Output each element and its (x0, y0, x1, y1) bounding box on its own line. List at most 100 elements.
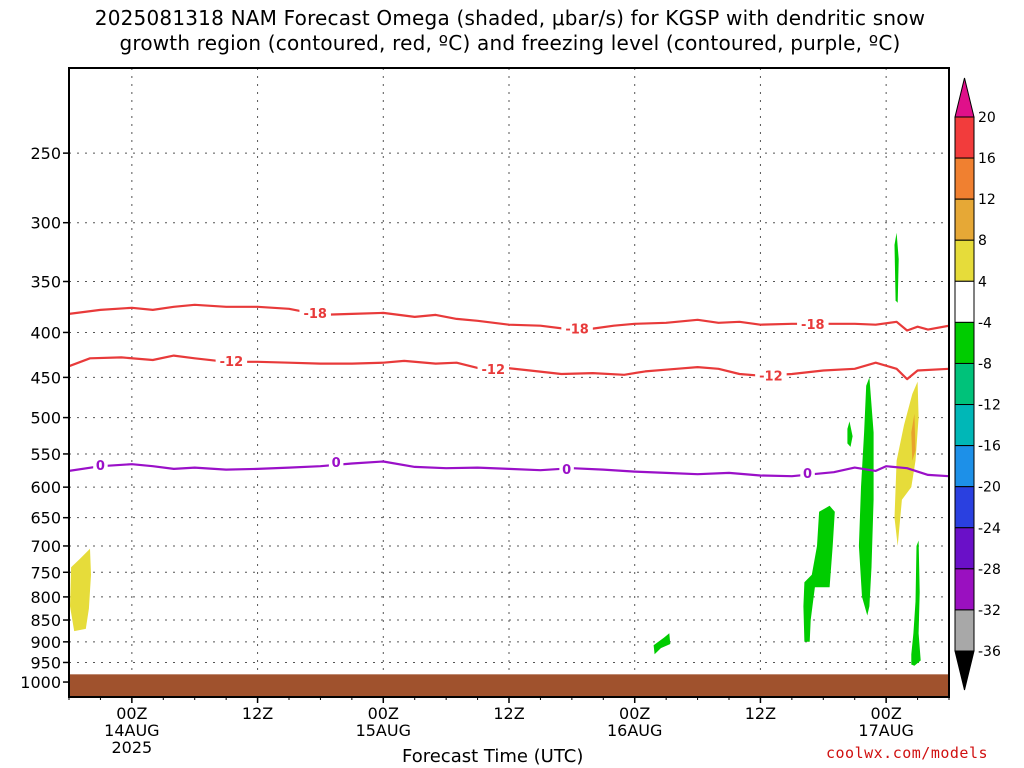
colorbar-bin-11 (954, 568, 975, 611)
colorbar-label: -24 (978, 521, 1001, 537)
contour-label-bg (559, 460, 574, 477)
colorbar-bin-2 (954, 198, 975, 241)
contour-label: -18 (303, 307, 327, 322)
x-tick-sublabel: 16AUG (607, 721, 662, 740)
omega-region-3 (847, 421, 853, 447)
y-tick-label: 350 (30, 273, 61, 292)
omega-region-5 (894, 232, 899, 303)
y-tick-label: 400 (30, 323, 61, 342)
y-tick-label: 1000 (20, 673, 61, 692)
x-tick-label: 00Z (870, 704, 901, 723)
chart-title: 2025081318 NAM Forecast Omega (shaded, μ… (0, 6, 1020, 56)
colorbar-bin-9 (954, 486, 975, 529)
contour-label: 0 (332, 456, 341, 471)
y-tick-label: 450 (30, 368, 61, 387)
colorbar: 20 16 12 8 4 -4 -8 -12 -16 -20 -24 -28 -32 -36 (954, 77, 1001, 691)
colorbar-label: -32 (978, 603, 1001, 619)
credit-text: coolwx.com/models (826, 744, 989, 762)
contour-label: -12 (482, 363, 506, 378)
y-tick-label: 700 (30, 537, 61, 556)
y-tick-label: 850 (30, 611, 61, 630)
ground-fill (69, 674, 949, 697)
omega-region-6 (894, 381, 919, 546)
colorbar-bin-5 (954, 321, 975, 364)
contour-label-bg (477, 360, 510, 377)
x-tick-label: 00Z (116, 704, 147, 723)
contour-label: -12 (759, 370, 783, 385)
colorbar-bin-1 (954, 157, 975, 200)
colorbar-bottom-arrow (954, 650, 975, 691)
y-tick-label: 250 (30, 144, 61, 163)
colorbar-label: 20 (978, 110, 996, 126)
contour-label: 0 (803, 467, 812, 482)
y-tick-label: 650 (30, 509, 61, 528)
contour-label: 0 (96, 459, 105, 474)
y-tick-label: 900 (30, 633, 61, 652)
colorbar-label: 8 (978, 233, 987, 249)
y-tick-label: 500 (30, 409, 61, 428)
omega-region-2 (803, 505, 835, 642)
x-tick-label: 12Z (745, 704, 776, 723)
colorbar-label: -12 (978, 398, 1001, 414)
contour-label-bg (797, 315, 829, 332)
title-line-2: growth region (contoured, red, ºC) and f… (119, 31, 901, 55)
colorbar-bin-3 (954, 239, 975, 282)
title-line-1: 2025081318 NAM Forecast Omega (shaded, μ… (94, 6, 926, 30)
omega-region-8 (911, 540, 921, 666)
y-tick-label: 950 (30, 653, 61, 672)
colorbar-bin-6 (954, 362, 975, 406)
x-tick-sublabel: 15AUG (356, 721, 411, 740)
plot-frame (68, 67, 950, 698)
x-tick-sublabel: 17AUG (858, 721, 913, 740)
contour-label-bg (93, 456, 108, 473)
x-tick-sublabel: 2025 (111, 738, 152, 757)
contour-label: -18 (565, 323, 589, 338)
colorbar-top-arrow (954, 77, 975, 118)
contour-label: -12 (220, 355, 244, 370)
x-axis-label: Forecast Time (UTC) (402, 746, 584, 767)
y-tick-label: 600 (30, 478, 61, 497)
colorbar-label: -4 (978, 315, 992, 331)
contour-line-2 (69, 460, 949, 478)
contour-label: 0 (562, 463, 571, 478)
contour-label-bg (755, 367, 787, 384)
y-tick-label: 800 (30, 588, 61, 607)
y-tick-label: 550 (30, 445, 61, 464)
plot-content: -18 -18 -18 -12 -12 -12 0 0 0 0 (69, 68, 949, 697)
colorbar-bin-8 (954, 445, 975, 488)
y-tick-label: 750 (30, 563, 61, 582)
colorbar-bin-7 (954, 404, 975, 447)
contour-label-bg (561, 320, 593, 337)
colorbar-label: -8 (978, 356, 992, 372)
colorbar-label: -16 (978, 439, 1001, 455)
contour-label-bg (328, 454, 344, 471)
colorbar-label: 4 (978, 274, 987, 290)
x-tick-sublabel: 14AUG (104, 721, 159, 740)
contour-label-bg (800, 464, 815, 481)
colorbar-label: -36 (978, 644, 1001, 660)
colorbar-label: -28 (978, 562, 1001, 578)
colorbar-bin-10 (954, 527, 975, 570)
colorbar-bin-4 (954, 280, 975, 323)
contour-label-bg (299, 304, 331, 321)
y-tick-label: 300 (30, 214, 61, 233)
x-tick-label: 12Z (493, 704, 524, 723)
contour-label: -18 (801, 318, 825, 333)
omega-region-4 (858, 377, 874, 616)
axes: 250 300 350 400 450 500 550 600 650 700 750 800 850 9… (20, 67, 950, 757)
x-tick-label: 00Z (619, 704, 650, 723)
omega-region-1 (653, 633, 671, 655)
colorbar-bin-12 (954, 609, 975, 652)
contour-label-bg (215, 352, 248, 369)
colorbar-bin-0 (954, 116, 975, 159)
colorbar-label: -20 (978, 480, 1001, 496)
omega-region-0 (70, 548, 91, 632)
colorbar-label: 12 (978, 192, 996, 208)
plot-area: -18 -18 -18 -12 -12 -12 0 0 0 0 (69, 68, 949, 697)
omega-region-7 (911, 413, 916, 461)
x-tick-label: 00Z (368, 704, 399, 723)
x-tick-label: 12Z (242, 704, 273, 723)
contour-line-0 (69, 303, 949, 332)
colorbar-label: 16 (978, 151, 996, 167)
